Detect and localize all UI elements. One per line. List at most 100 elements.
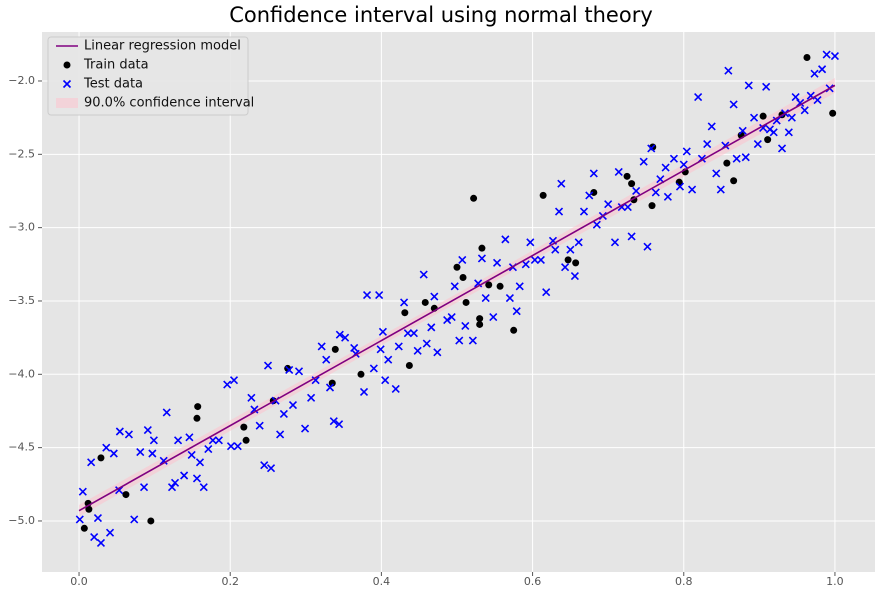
train-point: [829, 109, 837, 117]
test-point: [136, 447, 145, 457]
test-point: [505, 293, 514, 303]
train-point: [147, 517, 155, 525]
test-point: [162, 408, 171, 417]
legend-label: Test data: [83, 77, 143, 92]
train-point: [648, 202, 656, 210]
test-point: [167, 483, 177, 492]
train-point: [485, 281, 493, 289]
test-point: [394, 342, 403, 351]
train-point: [459, 274, 467, 282]
train-point: [759, 112, 767, 120]
test-point: [159, 456, 168, 465]
test-point: [75, 515, 84, 524]
legend-x: [62, 79, 72, 89]
test-point: [322, 355, 331, 364]
test-point: [255, 421, 264, 430]
train-point: [401, 309, 409, 317]
test-point: [195, 458, 205, 467]
x-tick-label: 0.8: [675, 575, 693, 588]
legend-dot: [63, 61, 71, 69]
test-point: [447, 313, 456, 322]
x-tick-label: 0.2: [221, 575, 239, 588]
test-point: [530, 255, 539, 264]
test-point: [669, 154, 678, 163]
train-point: [470, 194, 478, 202]
train-point: [476, 320, 484, 328]
test-point: [585, 191, 594, 200]
train-point: [331, 345, 339, 353]
x-tick-label: 0.6: [524, 575, 542, 588]
legend-label: Linear regression model: [84, 39, 241, 54]
test-point: [403, 329, 412, 338]
test-point: [450, 282, 459, 291]
test-point: [729, 100, 738, 109]
test-point: [769, 128, 778, 137]
test-point: [384, 355, 393, 364]
test-point: [481, 293, 490, 303]
test-point: [492, 258, 502, 267]
train-point: [85, 505, 93, 513]
test-point: [512, 307, 521, 316]
test-point: [173, 436, 183, 445]
test-point: [170, 478, 180, 487]
train-point: [628, 180, 636, 188]
test-point: [536, 255, 545, 264]
test-point: [233, 442, 242, 451]
test-point: [623, 203, 632, 212]
test-point: [661, 163, 670, 172]
test-point: [214, 436, 223, 445]
train-point: [194, 403, 202, 411]
train-point: [496, 282, 504, 290]
test-point: [592, 220, 601, 229]
test-point: [796, 98, 805, 108]
test-point: [610, 238, 620, 247]
test-point: [663, 192, 672, 201]
test-point: [707, 122, 716, 131]
y-tick-label: −3.0: [8, 221, 35, 234]
test-point: [468, 336, 477, 345]
train-point: [476, 315, 484, 323]
train-point: [421, 298, 429, 306]
test-point: [762, 82, 771, 91]
test-point: [329, 417, 338, 426]
test-point: [78, 487, 87, 496]
test-point: [335, 330, 344, 339]
test-point: [682, 147, 691, 156]
test-point: [551, 245, 560, 254]
train-point: [357, 370, 365, 378]
test-point: [443, 315, 452, 325]
test-point: [772, 116, 781, 125]
test-point: [109, 449, 118, 458]
test-point: [250, 405, 259, 414]
train-point: [193, 414, 201, 422]
test-point: [554, 207, 564, 216]
test-point: [422, 339, 431, 348]
test-point: [204, 445, 213, 454]
test-point: [800, 106, 809, 115]
test-point: [589, 169, 598, 178]
test-point: [300, 424, 310, 433]
test-point: [229, 376, 239, 385]
chart-title: Confidence interval using normal theory: [229, 3, 653, 27]
test-point: [501, 235, 510, 244]
test-point: [830, 51, 840, 61]
test-point: [223, 380, 232, 389]
test-point: [813, 95, 822, 105]
test-point: [724, 66, 733, 75]
test-point: [574, 238, 583, 247]
test-point: [187, 450, 196, 460]
test-point: [341, 333, 350, 342]
test-point: [604, 200, 613, 209]
test-point: [433, 348, 442, 357]
train-point: [328, 379, 336, 387]
test-point: [787, 113, 796, 122]
test-point: [703, 139, 712, 149]
test-point: [477, 254, 486, 263]
test-point: [199, 483, 208, 492]
test-point: [419, 270, 428, 279]
test-point: [325, 383, 335, 392]
test-point: [369, 364, 378, 373]
x-tick-label: 1.0: [826, 575, 844, 588]
test-point: [93, 513, 103, 523]
legend-label: 90.0% confidence interval: [84, 96, 254, 111]
